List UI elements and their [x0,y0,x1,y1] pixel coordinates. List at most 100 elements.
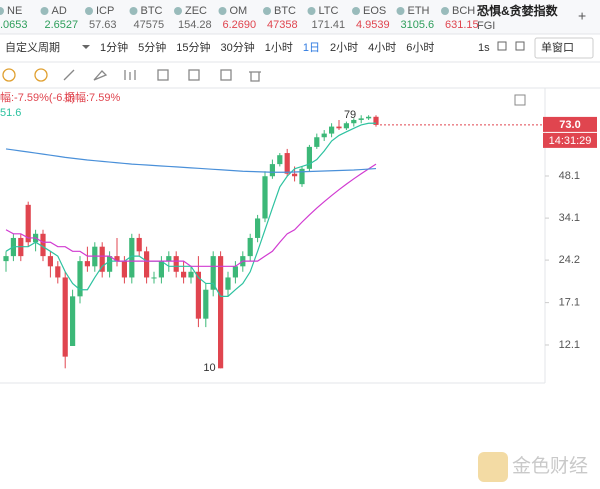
candle-body [203,289,209,319]
interval[interactable]: 4小时 [368,41,396,54]
ticker-symbol[interactable]: ZEC [185,5,207,17]
annotation: 79 [344,109,356,121]
candle-body [144,251,150,278]
y-tick-label: 24.2 [559,254,580,266]
ticker-icon[interactable] [0,7,4,15]
ticker-icon[interactable] [263,7,271,15]
ma-line [5,163,377,267]
ticker-symbol[interactable]: ICP [96,5,114,17]
candle-body [373,116,379,125]
ticker-price[interactable]: 57.63 [89,19,117,31]
time-tag [543,132,597,148]
interval[interactable]: 1小时 [265,41,293,54]
panel-subtitle: FGI [477,20,495,32]
ticker-symbol[interactable]: ETH [408,5,430,17]
y-tick-label: 17.1 [559,297,580,309]
ticker-icon[interactable] [85,7,93,15]
ticker-symbol[interactable]: LTC [319,5,339,17]
price-tag-label: 73.0 [559,119,580,131]
interval[interactable]: 15分钟 [176,40,210,54]
ticker-price[interactable]: 47575 [134,19,165,31]
candle-body [292,173,298,177]
price-tag [543,116,597,132]
tool[interactable] [249,71,261,82]
ticker-price[interactable]: 6.2690 [223,19,257,31]
candle-body [284,153,290,174]
candle-body [255,218,261,238]
candle-body [55,266,61,278]
expand-icon[interactable] [514,94,526,106]
candle-body [321,133,327,138]
panel-title: 恐惧&贪婪指数 [477,3,559,18]
ticker-symbol[interactable]: OM [230,5,248,17]
ticker-symbol[interactable]: BTC [274,5,296,17]
candle-body [247,237,253,257]
y-tick-label: 48.1 [559,170,580,182]
ticker-icon[interactable] [174,7,182,15]
interval[interactable]: 2小时 [330,41,358,54]
ticker-symbol[interactable]: BTC [141,5,163,17]
candle-body [129,237,135,278]
interval[interactable]: 1日 [303,42,320,54]
ticker-price[interactable]: 4.9539 [356,19,390,31]
ticker-price[interactable]: .0653 [0,19,28,31]
candle-body [188,271,194,278]
custom-period[interactable]: 自定义周期 [5,40,60,54]
ticker-icon[interactable] [40,7,49,15]
candle-body [329,126,335,134]
ticker-icon[interactable] [441,7,449,15]
ticker-icon[interactable] [307,7,316,15]
ticker-price[interactable]: 2.6527 [45,19,79,31]
ticker-symbol[interactable]: EOS [363,5,386,17]
tool[interactable] [93,70,108,81]
ticker-price[interactable]: 3105.6 [401,19,435,31]
candle-body [166,256,172,262]
ticker-icon[interactable] [396,7,405,15]
candle-body [358,118,364,120]
candle-body [99,246,105,272]
tool[interactable] [63,69,75,81]
legend-change: 幅:-7.59%(-6.0) [0,91,75,104]
candle-body [25,204,31,243]
ticker-symbol[interactable]: AD [52,5,67,17]
ticker-price[interactable]: 154.28 [178,19,212,31]
time-tag-label: 14:31:29 [549,135,592,147]
ticker-symbol[interactable]: NE [7,5,22,17]
speed[interactable]: 1s [478,42,490,54]
ticker-icon[interactable] [129,7,138,15]
tool[interactable] [220,69,232,81]
interval[interactable]: 5分钟 [138,40,166,54]
tool[interactable] [124,70,136,80]
tool[interactable] [2,68,16,82]
interval[interactable]: 30分钟 [221,40,255,54]
legend-ma: 51.6 [0,107,21,119]
interval[interactable]: 6小时 [406,41,434,54]
candle-body [262,176,268,219]
ticker-price[interactable]: 171.41 [312,19,346,31]
ticker-icon[interactable] [218,7,227,15]
tool[interactable] [157,69,169,81]
ticker-symbol[interactable]: BCH [452,5,475,17]
ticker-price[interactable]: 47358 [267,19,298,31]
ticker-price[interactable]: 631.15 [445,19,479,31]
ma-line [5,148,377,173]
candle-body [136,237,142,252]
candle-body [232,266,238,278]
candle-body [181,271,187,278]
fullscreen-icon[interactable] [497,41,507,51]
interval[interactable]: 1分钟 [100,40,128,54]
y-tick-label: 12.1 [559,339,580,351]
legend-amplitude: 振幅:7.59% [64,90,120,104]
screenshot-icon[interactable] [515,41,525,51]
add-button[interactable]: + [578,8,586,24]
window-select[interactable] [534,37,594,59]
candle-body [3,256,9,262]
tool[interactable] [34,68,48,82]
tool[interactable] [188,69,200,81]
candle-body [121,261,127,278]
candle-body [195,271,201,319]
window-label[interactable]: 单窗口 [541,40,574,54]
ticker-icon[interactable] [352,7,360,15]
